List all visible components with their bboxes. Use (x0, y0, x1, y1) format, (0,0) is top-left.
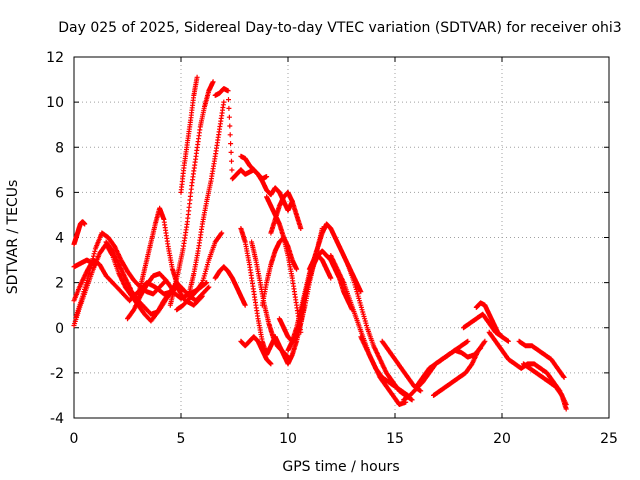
plus-markers (473, 300, 505, 340)
x-tick-label: 20 (493, 431, 511, 447)
series-track-ac (358, 334, 409, 407)
series-track-ak (516, 338, 567, 380)
series-track-n (238, 153, 295, 213)
plus-markers (358, 334, 409, 407)
series-track-q (238, 334, 274, 367)
series-track-h (167, 79, 216, 308)
series-track-j (187, 99, 227, 295)
plus-markers (73, 230, 169, 319)
x-axis-label: GPS time / hours (282, 459, 399, 475)
plus-markers (174, 230, 225, 313)
y-tick-label: 6 (55, 185, 64, 201)
y-axis-label: SDTVAR / TECUs (5, 180, 21, 295)
series-track-u (268, 189, 304, 236)
series-track-d (73, 230, 169, 319)
plus-markers (238, 226, 278, 358)
y-tick-label: 10 (46, 95, 64, 111)
plus-markers (264, 194, 304, 335)
series-track-p (238, 226, 278, 358)
plus-markers (178, 74, 200, 195)
x-tick-label: 5 (177, 431, 186, 447)
plus-markers (125, 271, 175, 322)
x-tick-label: 15 (386, 431, 404, 447)
plus-markers (187, 99, 227, 295)
plus-markers (167, 79, 216, 308)
plus-markers (212, 86, 270, 182)
plus-markers (268, 189, 304, 236)
plus-markers (212, 264, 248, 308)
chart-title: Day 025 of 2025, Sidereal Day-to-day VTE… (58, 20, 621, 36)
series-track-a (71, 219, 88, 247)
series-track-l (174, 230, 225, 313)
plus-markers (71, 219, 88, 247)
y-tick-label: 8 (55, 140, 64, 156)
data-points (71, 74, 569, 412)
plus-markers (238, 334, 274, 367)
series-track-e (71, 257, 98, 270)
plus-markers (520, 361, 569, 412)
series-track-ag (431, 338, 488, 398)
series-track-ai (473, 300, 505, 340)
series-track-g (125, 271, 175, 322)
series-track-t (264, 194, 304, 335)
y-tick-label: -4 (50, 411, 64, 427)
y-tick-label: 12 (46, 50, 64, 66)
series-track-m (212, 86, 270, 182)
y-tick-label: -2 (50, 366, 64, 382)
plus-markers (238, 153, 295, 213)
series-track-aa (328, 253, 411, 398)
x-tick-label: 0 (70, 431, 79, 447)
y-tick-label: 2 (55, 276, 64, 292)
y-tick-label: 0 (55, 321, 64, 337)
plus-markers (345, 262, 415, 403)
series-track-k (135, 205, 184, 299)
series-track-al (520, 361, 569, 412)
x-axis-ticks: 0 5 10 15 20 25 (70, 57, 618, 447)
series-track-o (212, 264, 248, 308)
plus-markers (461, 311, 511, 344)
series-track-i (178, 74, 200, 195)
y-tick-label: 4 (55, 231, 64, 247)
x-tick-label: 10 (279, 431, 297, 447)
plus-markers (135, 205, 184, 299)
plus-markers (516, 338, 567, 380)
plus-markers (431, 338, 488, 398)
plus-markers (71, 257, 98, 270)
x-tick-label: 25 (600, 431, 618, 447)
y-axis-ticks: -4 -2 0 2 4 6 8 10 12 (46, 50, 609, 427)
series-track-ab (345, 262, 415, 403)
series-track-ah (461, 311, 511, 344)
plus-markers (328, 253, 411, 398)
